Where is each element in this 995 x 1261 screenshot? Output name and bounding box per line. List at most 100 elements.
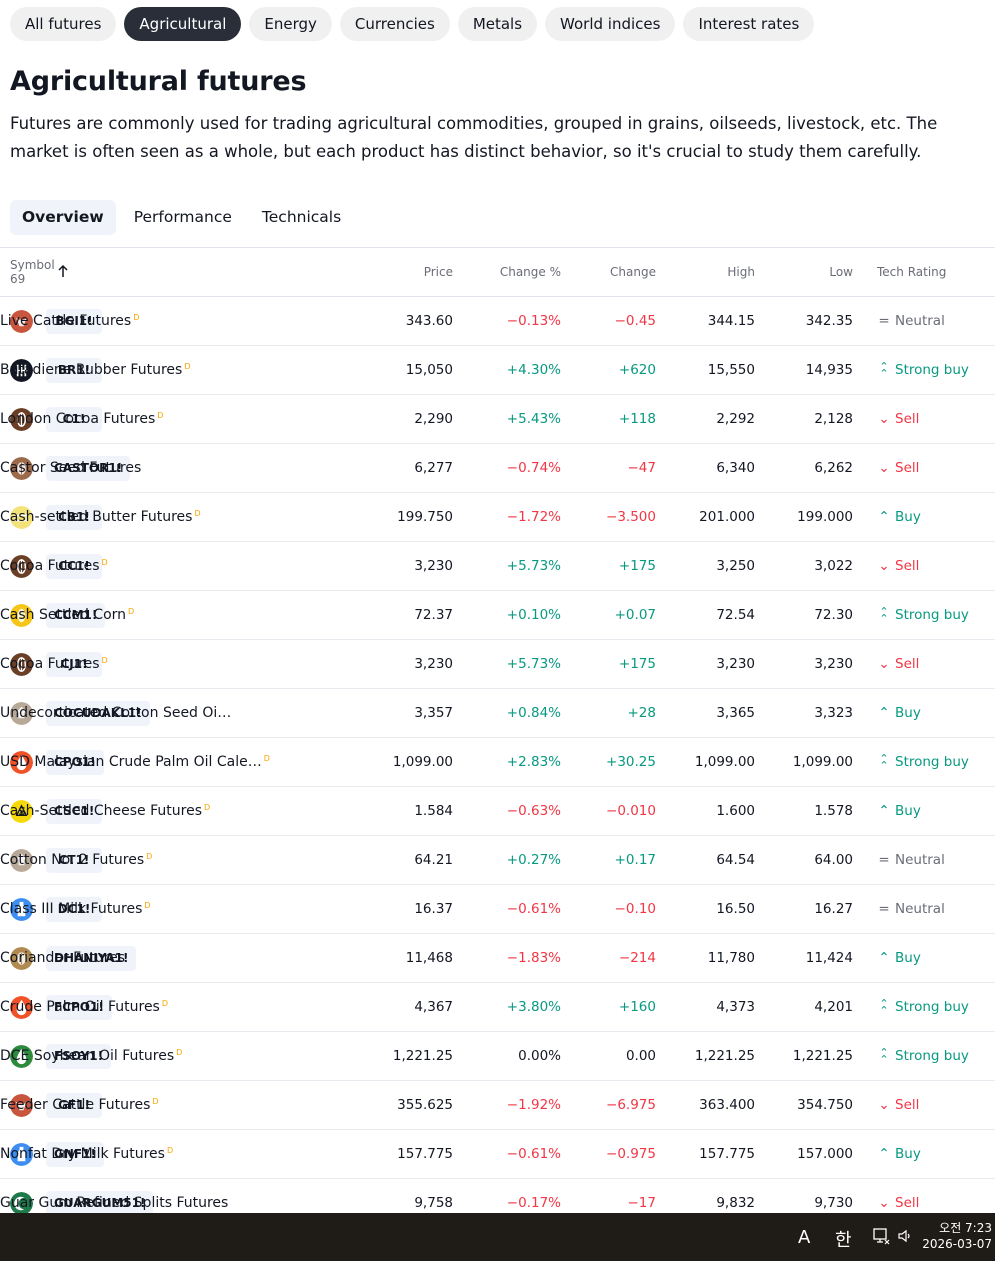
instrument-name[interactable]: Nonfat Dry Milk Futures D — [0, 1146, 173, 1162]
nav-pill-agricultural[interactable]: Agricultural — [124, 7, 242, 41]
sort-ascending-icon[interactable] — [57, 264, 69, 278]
nav-pill-currencies[interactable]: Currencies — [339, 7, 450, 41]
ticker-badge[interactable]: CC1! — [46, 554, 102, 579]
symbol-column-header[interactable]: Symbol 69 — [10, 258, 55, 286]
table-row[interactable]: DC1! Class III Milk Futures D 16.37 −0.61% −0… — [0, 885, 995, 934]
nav-pill-metals[interactable]: Metals — [457, 7, 538, 41]
tech-rating-label: Strong buy — [895, 607, 969, 623]
tech-rating-column-header[interactable]: Tech Rating — [877, 265, 947, 279]
instrument-name[interactable]: Live Cattle Futures D — [0, 313, 139, 329]
ticker-badge[interactable]: C1! — [46, 407, 102, 432]
delayed-data-badge: D — [146, 852, 153, 861]
table-row[interactable]: GNF1! Nonfat Dry Milk Futures D 157.775 −0.6… — [0, 1130, 995, 1179]
instrument-name[interactable]: Cash Settled Corn D — [0, 607, 134, 623]
nav-pill-all-futures[interactable]: All futures — [10, 7, 117, 41]
high-cell: 64.54 — [716, 852, 755, 868]
high-column-header[interactable]: High — [727, 265, 755, 279]
table-row[interactable]: CC1! Cocoa Futures D 3,230 +5.73% +175 3,250 3,… — [0, 542, 995, 591]
low-cell: 9,730 — [814, 1195, 853, 1211]
ticker-badge[interactable]: COCUDAKL1! — [46, 701, 150, 726]
ticker-badge[interactable]: CJ1! — [46, 652, 102, 677]
instrument-name[interactable]: Cash-Settled Cheese Futures D — [0, 803, 210, 819]
ticker-badge[interactable]: GUARGUM51! — [46, 1191, 154, 1216]
instrument-name[interactable]: Cash-settled Butter Futures D — [0, 509, 201, 525]
instrument-name-text: Feeder Cattle Futures — [0, 1097, 151, 1113]
clock[interactable]: 오전 7:23 2026-03-07 — [922, 1220, 992, 1252]
ticker-badge[interactable]: CPO1! — [46, 750, 104, 775]
ticker-badge[interactable]: GNF1! — [46, 1142, 104, 1167]
table-row[interactable]: CPO1! USD Malaysian Crude Palm Oil Cale… D… — [0, 738, 995, 787]
instrument-name[interactable]: Guar Gum Refined Splits Futures — [0, 1195, 228, 1211]
ticker-badge[interactable]: CB1! — [46, 505, 102, 530]
instrument-name[interactable]: Coriander Futures — [0, 950, 125, 966]
double-chevron-up-icon: ⌃ ⌃ — [879, 1046, 889, 1066]
change-cell: +30.25 — [606, 754, 656, 770]
ticker-badge[interactable]: CASTOR1! — [46, 456, 131, 481]
instrument-name[interactable]: Cotton No. 2 Futures D — [0, 852, 152, 868]
change-column-header[interactable]: Change — [610, 265, 656, 279]
ticker-badge[interactable]: FSOY1! — [46, 1044, 112, 1069]
volume-icon[interactable] — [897, 1228, 913, 1244]
table-row[interactable]: FCPO1! Crude Palm Oil Futures D 4,367 +3.80%… — [0, 983, 995, 1032]
ticker-badge[interactable]: DHANIYA1! — [46, 946, 137, 971]
table-row[interactable]: C1! London Cocoa Futures D 2,290 +5.43% +118 2… — [0, 395, 995, 444]
change-cell: +0.17 — [614, 852, 656, 868]
equals-icon: = — [878, 852, 890, 868]
tab-overview[interactable]: Overview — [10, 200, 116, 235]
tech-rating-cell: ⌄ Sell — [877, 656, 919, 672]
instrument-name-text: Castor Seed Futures — [0, 460, 142, 476]
instrument-name[interactable]: Feeder Cattle Futures D — [0, 1097, 159, 1113]
ticker-badge[interactable]: DC1! — [46, 897, 102, 922]
cattle-icon — [10, 1094, 33, 1117]
instrument-name[interactable]: Class III Milk Futures D — [0, 901, 151, 917]
change-pct-cell: −0.17% — [506, 1195, 561, 1211]
instrument-name[interactable]: Undecorticated Cotton Seed Oi… — [0, 705, 231, 721]
palm-oil-icon — [10, 751, 33, 774]
ticker-badge[interactable]: CT1! — [46, 848, 102, 873]
table-row[interactable]: COCUDAKL1! Undecorticated Cotton Seed Oi…… — [0, 689, 995, 738]
nav-pill-world-indices[interactable]: World indices — [545, 7, 676, 41]
network-icon[interactable] — [872, 1227, 890, 1245]
instrument-name[interactable]: DCE Soybean Oil Futures D — [0, 1048, 182, 1064]
instrument-name[interactable]: Castor Seed Futures — [0, 460, 141, 476]
milk-icon — [10, 898, 33, 921]
nav-pill-energy[interactable]: Energy — [249, 7, 332, 41]
table-row[interactable]: CASTOR1! Castor Seed Futures 6,277 −0.74% −4… — [0, 444, 995, 493]
table-row[interactable]: CB1! Cash-settled Butter Futures D 199.750 −… — [0, 493, 995, 542]
ticker-badge[interactable]: CCM1! — [46, 603, 106, 628]
table-row[interactable]: BGI1! Live Cattle Futures D 343.60 −0.13% −0.… — [0, 297, 995, 346]
table-row[interactable]: DHANIYA1! Coriander Futures 11,468 −1.83% −2… — [0, 934, 995, 983]
change-pct-cell: +0.27% — [506, 852, 561, 868]
table-row[interactable]: CSC1! Cash-Settled Cheese Futures D 1.584 −0… — [0, 787, 995, 836]
change-pct-cell: +3.80% — [506, 999, 561, 1015]
table-row[interactable]: CT1! Cotton No. 2 Futures D 64.21 +0.27% +0.1… — [0, 836, 995, 885]
price-column-header[interactable]: Price — [423, 265, 453, 279]
tech-rating-cell: ⌄ Sell — [877, 1097, 919, 1113]
tab-technicals[interactable]: Technicals — [261, 208, 342, 226]
ticker-badge[interactable]: GF1! — [46, 1093, 102, 1118]
instrument-name[interactable]: Butadiene Rubber Futures D — [0, 362, 191, 378]
table-row[interactable]: FSOY1! DCE Soybean Oil Futures D 1,221.25 0.… — [0, 1032, 995, 1081]
low-cell: 2,128 — [814, 411, 853, 427]
ticker-badge[interactable]: FCPO1! — [46, 995, 112, 1020]
instrument-name[interactable]: USD Malaysian Crude Palm Oil Cale… D — [0, 754, 270, 770]
table-row[interactable]: CCM1! Cash Settled Corn D 72.37 +0.10% +0.07 7… — [0, 591, 995, 640]
ime-mode-indicator[interactable]: A — [798, 1227, 811, 1248]
instrument-name[interactable]: Cocoa Futures D — [0, 656, 108, 672]
ticker-badge[interactable]: BGI1! — [46, 309, 102, 334]
table-row[interactable]: BR1! Butadiene Rubber Futures D 15,050 +4.30… — [0, 346, 995, 395]
instrument-name[interactable]: Cocoa Futures D — [0, 558, 108, 574]
ime-language-indicator[interactable]: 한 — [835, 1230, 852, 1251]
chevron-up-icon: ⌃ — [878, 1146, 890, 1162]
ticker-badge[interactable]: CSC1! — [46, 799, 103, 824]
tech-rating-cell: ⌃ Buy — [877, 950, 920, 966]
change-pct-column-header[interactable]: Change % — [499, 265, 561, 279]
ticker-badge[interactable]: BR1! — [46, 358, 102, 383]
table-row[interactable]: CJ1! Cocoa Futures D 3,230 +5.73% +175 3,230 3,… — [0, 640, 995, 689]
instrument-name[interactable]: Crude Palm Oil Futures D — [0, 999, 168, 1015]
tab-performance[interactable]: Performance — [133, 208, 232, 226]
instrument-name[interactable]: London Cocoa Futures D — [0, 411, 163, 427]
nav-pill-interest-rates[interactable]: Interest rates — [683, 7, 815, 41]
low-column-header[interactable]: Low — [829, 265, 853, 279]
table-row[interactable]: GF1! Feeder Cattle Futures D 355.625 −1.92% −… — [0, 1081, 995, 1130]
